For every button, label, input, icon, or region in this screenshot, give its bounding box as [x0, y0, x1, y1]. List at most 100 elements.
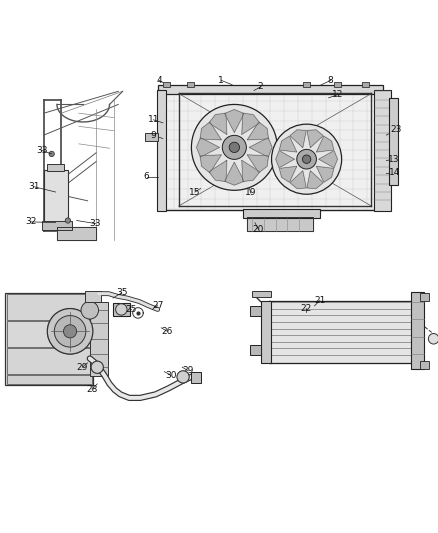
Text: 21: 21: [314, 296, 325, 305]
Polygon shape: [57, 227, 96, 240]
Bar: [145, 133, 158, 141]
Bar: [157, 90, 166, 211]
Text: 30: 30: [165, 370, 177, 379]
Text: 4: 4: [156, 76, 162, 85]
Text: 25: 25: [126, 305, 137, 314]
Text: 22: 22: [300, 304, 311, 313]
Text: 1: 1: [218, 76, 224, 85]
Bar: [389, 98, 398, 185]
Circle shape: [428, 334, 438, 344]
Polygon shape: [307, 130, 323, 148]
Text: 12: 12: [332, 90, 343, 99]
Polygon shape: [200, 155, 221, 173]
Text: 15: 15: [189, 188, 201, 197]
Bar: [191, 372, 201, 383]
Bar: [7, 321, 92, 347]
Bar: [7, 375, 92, 384]
Bar: [374, 90, 391, 211]
Bar: [187, 82, 194, 87]
Polygon shape: [290, 171, 306, 189]
Polygon shape: [209, 113, 227, 134]
Text: 9: 9: [150, 131, 156, 140]
Bar: [158, 85, 383, 94]
Text: 27: 27: [152, 301, 163, 310]
Text: 11: 11: [148, 115, 159, 124]
Bar: [250, 345, 261, 355]
Polygon shape: [242, 113, 260, 134]
Circle shape: [302, 155, 311, 164]
Polygon shape: [269, 301, 412, 363]
Text: 19: 19: [245, 189, 256, 197]
Text: 35: 35: [116, 288, 127, 297]
Polygon shape: [307, 171, 323, 189]
Circle shape: [81, 302, 99, 319]
Polygon shape: [319, 151, 337, 168]
Bar: [250, 306, 261, 316]
Circle shape: [116, 304, 127, 315]
Circle shape: [64, 325, 77, 338]
Polygon shape: [247, 217, 313, 231]
Bar: [42, 221, 72, 230]
Text: 31: 31: [28, 182, 40, 191]
Polygon shape: [200, 122, 221, 140]
Circle shape: [49, 151, 54, 157]
Bar: [113, 303, 130, 316]
Circle shape: [65, 218, 71, 223]
Polygon shape: [276, 151, 294, 168]
Text: 33: 33: [90, 219, 101, 228]
Circle shape: [54, 316, 86, 347]
Text: 23: 23: [391, 125, 402, 134]
Circle shape: [229, 142, 240, 152]
Circle shape: [47, 309, 93, 354]
Circle shape: [91, 361, 103, 374]
Polygon shape: [160, 91, 381, 209]
Bar: [90, 302, 108, 376]
Text: 6: 6: [144, 172, 150, 181]
Polygon shape: [197, 138, 219, 157]
Text: 13: 13: [389, 155, 400, 164]
Text: 20: 20: [253, 225, 264, 234]
Bar: [334, 82, 341, 87]
Text: 2: 2: [258, 83, 263, 92]
Text: 28: 28: [86, 385, 98, 394]
Polygon shape: [290, 130, 306, 148]
Bar: [420, 361, 429, 368]
Polygon shape: [225, 163, 244, 185]
Bar: [163, 82, 170, 87]
Bar: [303, 82, 310, 87]
Bar: [411, 292, 424, 368]
Bar: [362, 82, 369, 87]
Polygon shape: [249, 138, 272, 157]
Polygon shape: [317, 166, 334, 182]
Bar: [243, 209, 320, 219]
Circle shape: [272, 124, 342, 194]
Bar: [7, 294, 92, 320]
Polygon shape: [209, 160, 227, 182]
Text: 29: 29: [77, 363, 88, 372]
Bar: [252, 291, 271, 297]
Text: 33: 33: [36, 146, 47, 155]
Bar: [420, 293, 429, 301]
Text: 14: 14: [389, 168, 400, 177]
Circle shape: [223, 135, 246, 159]
Circle shape: [177, 371, 189, 383]
Polygon shape: [279, 166, 297, 182]
Text: 26: 26: [162, 327, 173, 336]
Polygon shape: [247, 122, 268, 140]
Polygon shape: [242, 160, 260, 182]
Bar: [85, 290, 101, 302]
Text: 32: 32: [25, 217, 36, 227]
Text: 29: 29: [183, 366, 194, 375]
Bar: [47, 164, 64, 172]
Bar: [5, 293, 93, 385]
Polygon shape: [317, 136, 334, 152]
Circle shape: [297, 149, 316, 169]
Polygon shape: [279, 136, 297, 152]
Polygon shape: [225, 110, 244, 132]
Bar: [44, 170, 68, 223]
Circle shape: [191, 104, 277, 190]
Bar: [261, 301, 271, 363]
Bar: [7, 348, 92, 374]
Polygon shape: [247, 155, 268, 173]
Text: 8: 8: [328, 76, 334, 85]
